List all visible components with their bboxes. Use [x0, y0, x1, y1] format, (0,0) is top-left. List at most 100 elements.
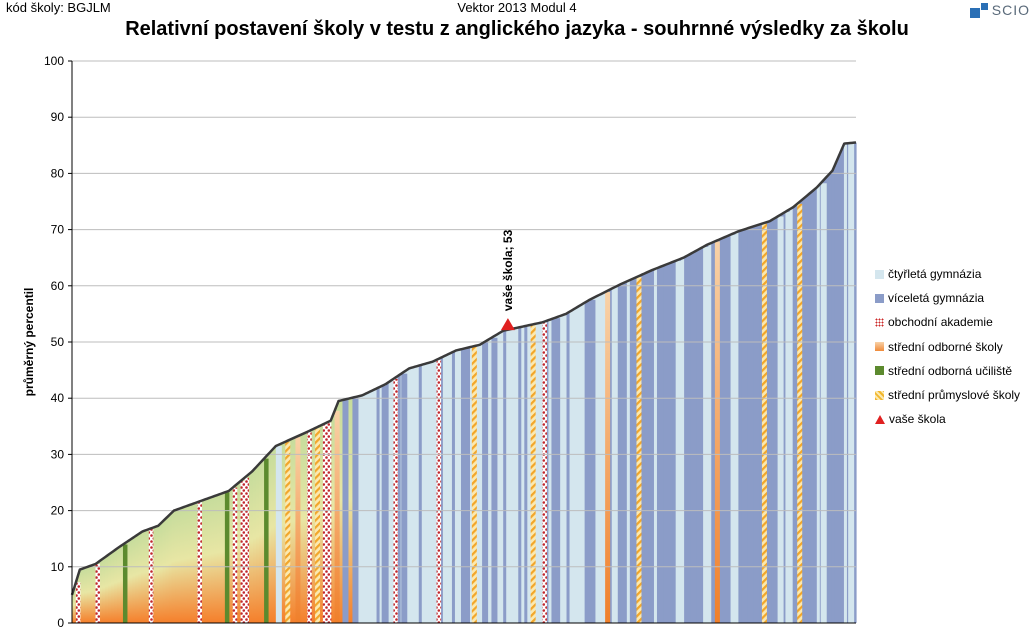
school-bar [180, 507, 185, 623]
school-bar [204, 499, 209, 623]
school-bar [388, 381, 393, 623]
school-bar [693, 251, 697, 623]
school-bar [310, 429, 314, 623]
school-bar-oa [322, 424, 328, 623]
school-bar [207, 497, 212, 623]
school-bar [584, 301, 589, 623]
school-bar [99, 560, 103, 623]
school-bar [696, 249, 700, 623]
school-bar [222, 492, 227, 623]
school-bar [509, 329, 513, 623]
school-bar-sps [797, 203, 803, 623]
school-bar [650, 269, 655, 623]
school-bar [759, 223, 764, 624]
school-bar [331, 415, 335, 623]
school-bar [430, 361, 435, 623]
school-code: kód školy: BGJLM [6, 0, 111, 15]
school-bar-sps [530, 324, 536, 623]
school-bar [102, 558, 106, 623]
school-bar [672, 261, 676, 623]
school-bar [105, 555, 109, 623]
y-tick-label: 90 [51, 110, 65, 124]
legend-swatch [875, 366, 884, 376]
y-tick-label: 0 [57, 616, 64, 630]
school-bar [117, 547, 121, 623]
school-bar [476, 345, 480, 623]
legend-label: střední odborná učiliště [888, 363, 1013, 378]
school-bar [792, 206, 797, 624]
y-tick-label: 50 [51, 335, 65, 349]
school-bar [572, 309, 577, 623]
school-bar [433, 360, 438, 623]
school-bar [376, 387, 381, 623]
school-bar [479, 344, 483, 623]
school-bar [750, 226, 755, 623]
school-bar-oa [75, 582, 81, 623]
school-bar [753, 225, 758, 623]
school-bar [252, 468, 257, 623]
school-bar [219, 493, 224, 623]
school-bar-sps [471, 346, 477, 623]
school-bar-g4 [703, 246, 710, 623]
school-bar [162, 520, 167, 623]
school-bar [581, 303, 586, 623]
school-bar-oa [95, 563, 101, 623]
school-bar [448, 353, 453, 623]
school-bar [216, 494, 221, 623]
school-bar-gv [464, 348, 470, 623]
school-bar [711, 242, 715, 623]
school-bar [280, 443, 284, 623]
y-axis-title: průměrný percentil [22, 288, 36, 397]
school-bar [485, 340, 489, 623]
legend-swatch [875, 293, 884, 303]
school-bar [153, 526, 158, 623]
school-bar [687, 254, 691, 623]
school-bar [132, 537, 136, 623]
legend-item-ours: vaše škola [875, 407, 1020, 431]
school-bar [451, 351, 456, 623]
school-bar [367, 392, 372, 623]
school-bar [506, 329, 510, 623]
school-bar [620, 283, 625, 623]
school-bar [744, 228, 749, 623]
school-bar [807, 193, 812, 623]
school-bar-oa [326, 422, 332, 623]
school-bar [660, 266, 664, 623]
school-bar [726, 235, 730, 623]
school-bar [690, 253, 694, 624]
school-bar [524, 325, 528, 623]
school-bar-g4 [848, 143, 855, 624]
school-bar [373, 389, 378, 623]
school-bar-g4 [601, 293, 608, 623]
school-bar [720, 238, 724, 624]
school-bar-g4 [675, 260, 682, 623]
school-bar [518, 327, 522, 623]
school-bar [189, 504, 194, 623]
school-bar-oa [542, 322, 547, 623]
school-bar [488, 338, 492, 623]
school-bar [168, 514, 173, 623]
school-bar-oa [244, 477, 249, 623]
school-bar [629, 279, 634, 623]
legend-item-sos: střední odborné školy [875, 335, 1020, 359]
school-bar [747, 227, 752, 623]
school-bar-gv [342, 400, 349, 623]
school-bar [129, 539, 133, 623]
school-bar [114, 549, 118, 623]
school-bar [503, 330, 507, 623]
school-bar [723, 237, 727, 623]
school-bar [578, 305, 583, 623]
school-bar [93, 564, 97, 623]
school-bar [641, 273, 646, 623]
school-bar [340, 400, 344, 623]
school-bar [741, 229, 746, 623]
school-bar-oa [240, 481, 246, 623]
test-name: Vektor 2013 Modul 4 [457, 0, 577, 15]
scio-logo: SCIO [969, 2, 1030, 18]
school-bar [768, 220, 773, 624]
school-bar [418, 365, 423, 623]
school-bar [647, 271, 652, 623]
school-bar-sos [295, 437, 301, 623]
school-bar [575, 307, 580, 623]
chart-title: Relativní postavení školy v testu z angl… [125, 18, 909, 40]
